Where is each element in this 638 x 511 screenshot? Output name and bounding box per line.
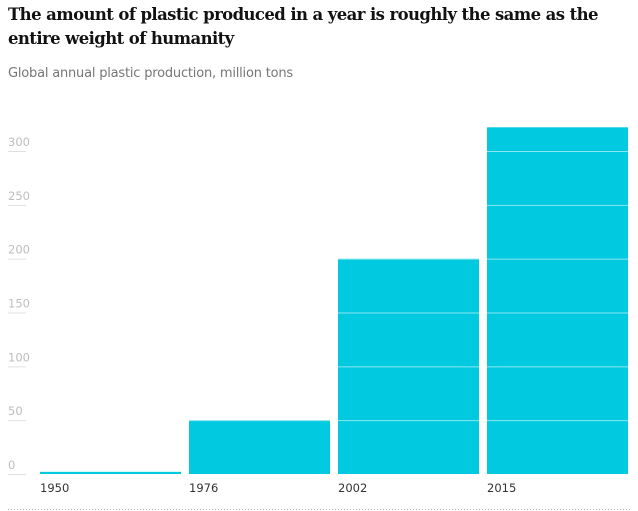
chart-title: The amount of plastic produced in a year… xyxy=(8,5,599,48)
y-tick-label: 200 xyxy=(8,243,30,257)
y-tick-label: 150 xyxy=(8,297,30,311)
y-tick-label: 0 xyxy=(8,458,15,472)
y-tick-label: 50 xyxy=(8,404,23,418)
bar-1950 xyxy=(40,471,181,474)
x-tick-label: 2015 xyxy=(487,481,516,495)
y-tick-label: 250 xyxy=(8,189,30,203)
bar-1976 xyxy=(189,420,330,474)
x-tick-label: 2002 xyxy=(338,481,367,495)
bar-2015 xyxy=(487,127,628,475)
x-tick-label: 1950 xyxy=(40,481,69,495)
y-tick-label: 300 xyxy=(8,135,30,149)
bar-2002 xyxy=(338,258,479,474)
chart-subtitle: Global annual plastic production, millio… xyxy=(8,66,293,81)
y-tick-label: 100 xyxy=(8,350,30,364)
x-tick-label: 1976 xyxy=(189,481,218,495)
